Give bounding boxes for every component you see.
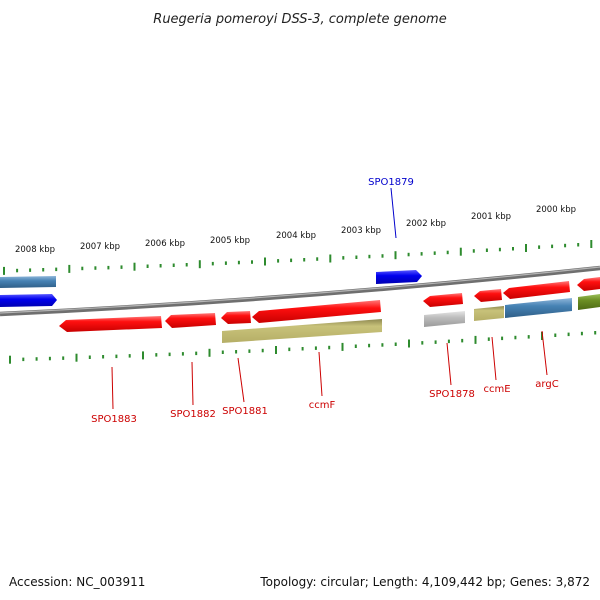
leader-spo1881 xyxy=(237,357,245,403)
label-ccme[interactable]: ccmE xyxy=(483,384,510,395)
gene-olive-right[interactable] xyxy=(578,294,600,310)
label-spo1881[interactable]: SPO1881 xyxy=(222,406,268,417)
label-spo1878[interactable]: SPO1878 xyxy=(429,389,475,400)
gene-spo1881[interactable] xyxy=(221,311,251,324)
gene-ccmf[interactable] xyxy=(222,319,382,343)
leader-argc xyxy=(541,330,548,376)
label-spo1883[interactable]: SPO1883 xyxy=(91,414,137,425)
label-argc[interactable]: argC xyxy=(535,379,558,390)
genome-summary-text: Topology: circular; Length: 4,109,442 bp… xyxy=(259,575,590,589)
ruler-label-2001: 2001 kbp xyxy=(471,212,511,222)
gene-argc-red[interactable] xyxy=(503,281,570,299)
ruler-label-2004: 2004 kbp xyxy=(276,231,316,241)
ruler-label-2002: 2002 kbp xyxy=(406,219,446,229)
genome-backbone-highlight xyxy=(0,266,600,314)
ruler-label-2000: 2000 kbp xyxy=(536,205,576,215)
gene-ccme-red[interactable] xyxy=(474,289,502,302)
gene-steelblue-left[interactable] xyxy=(0,276,56,288)
ruler-label-2006: 2006 kbp xyxy=(145,239,185,249)
gene-ccmf-red[interactable] xyxy=(252,300,381,323)
inner-ruler xyxy=(9,331,597,364)
leader-spo1879 xyxy=(390,187,397,239)
gene-spo1878[interactable] xyxy=(424,311,465,327)
ruler-label-2003: 2003 kbp xyxy=(341,226,381,236)
leader-spo1878 xyxy=(446,342,452,386)
gene-blue-left[interactable] xyxy=(0,294,57,307)
accession-text: Accession: NC_003911 xyxy=(9,575,145,589)
gene-spo1878-red[interactable] xyxy=(423,293,463,307)
leader-spo1883 xyxy=(111,366,114,410)
label-spo1882[interactable]: SPO1882 xyxy=(170,409,216,420)
genome-backbone xyxy=(0,265,600,317)
gene-spo1879[interactable] xyxy=(376,270,422,284)
gene-right-red[interactable] xyxy=(577,277,600,291)
ruler-label-2008: 2008 kbp xyxy=(15,245,55,255)
gene-argc[interactable] xyxy=(505,298,572,318)
label-spo1879[interactable]: SPO1879 xyxy=(368,177,414,188)
gene-ccme[interactable] xyxy=(474,306,504,321)
ruler-label-2005: 2005 kbp xyxy=(210,236,250,246)
gene-spo1883[interactable] xyxy=(59,316,162,332)
ruler-label-2007: 2007 kbp xyxy=(80,242,120,252)
map-title: Ruegeria pomeroyi DSS-3, complete genome xyxy=(153,12,446,27)
leader-ccmf xyxy=(318,351,323,397)
label-ccmf[interactable]: ccmF xyxy=(309,400,336,411)
leader-ccme xyxy=(491,336,497,381)
leader-spo1882 xyxy=(191,361,194,406)
gene-spo1882[interactable] xyxy=(165,313,216,328)
outer-ruler xyxy=(3,240,593,275)
